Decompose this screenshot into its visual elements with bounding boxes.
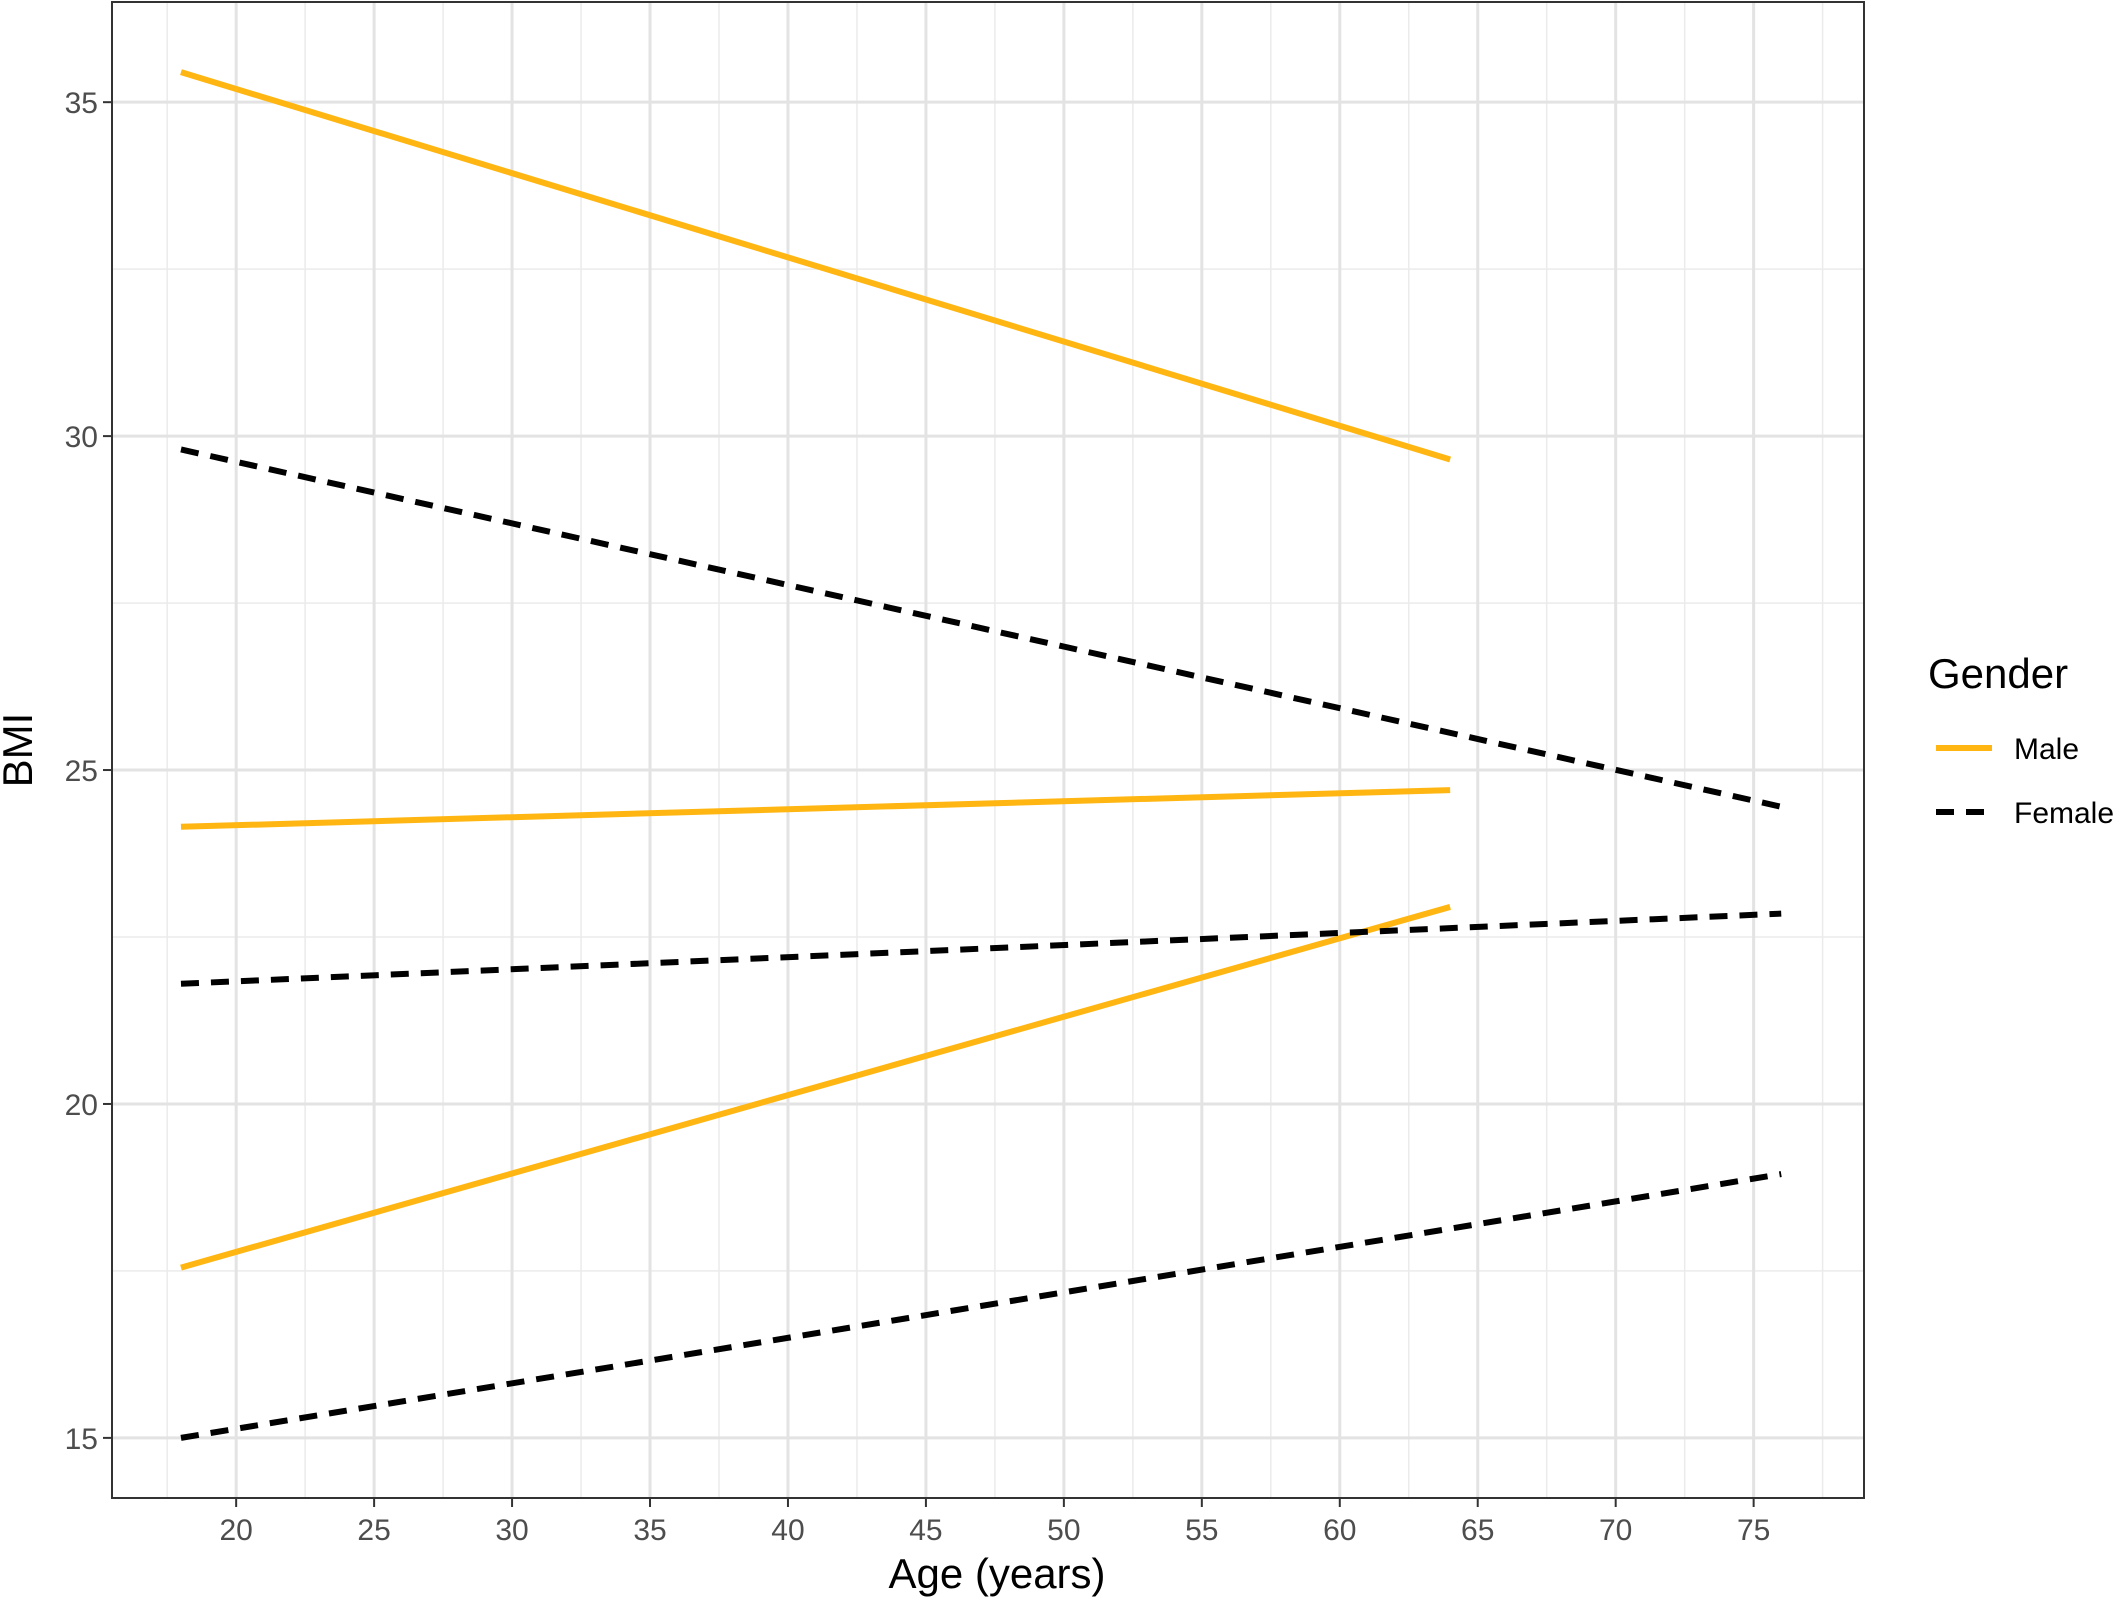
plot-panel-border [111,1,1865,1499]
series-line-female [180,1171,1782,1441]
series-line-male [180,69,1452,463]
y-tick-label: 20 [65,1089,98,1122]
x-tick-label: 30 [495,1514,528,1547]
x-tick-label: 45 [909,1514,942,1547]
x-tick-label: 75 [1737,1514,1770,1547]
x-tick-label: 20 [219,1514,252,1547]
x-axis: 20 25 30 35 40 45 50 55 60 65 70 75 [219,1498,1770,1547]
grid-lines [112,2,1864,1498]
legend-title: Gender [1928,650,2068,697]
x-tick-label: 70 [1599,1514,1632,1547]
series-line-female [180,446,1782,810]
x-axis-title: Age (years) [888,1550,1105,1597]
x-tick-label: 50 [1047,1514,1080,1547]
y-axis-title: BMI [0,713,41,788]
y-tick-label: 25 [65,755,98,788]
x-tick-label: 35 [633,1514,666,1547]
x-tick-label: 25 [357,1514,390,1547]
y-tick-label: 15 [65,1423,98,1456]
legend-label-male: Male [2014,733,2079,766]
x-tick-label: 55 [1185,1514,1218,1547]
x-tick-label: 60 [1323,1514,1356,1547]
series-line-female [180,910,1782,987]
x-tick-label: 65 [1461,1514,1494,1547]
series-line-male [180,787,1451,830]
legend: Gender Male Female [1928,650,2114,830]
legend-entries: Male Female [1936,733,2114,830]
plot-series [180,69,1782,1441]
y-tick-label: 30 [65,421,98,454]
legend-label-female: Female [2014,797,2114,830]
y-axis: 15 20 25 30 35 [65,87,112,1456]
x-tick-label: 40 [771,1514,804,1547]
series-line-male [180,904,1451,1271]
y-tick-label: 35 [65,87,98,120]
